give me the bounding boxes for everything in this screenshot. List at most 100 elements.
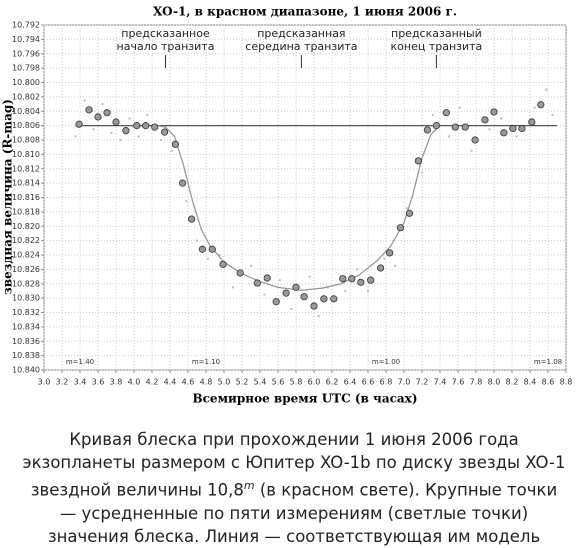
raw-point [458,106,461,109]
x-tick-label: 4.0 [128,378,141,387]
caption-text: Кривая блеска при прохождении 1 июня 200… [22,430,566,500]
x-tick-label: 3.6 [92,378,105,387]
averaged-point [179,179,187,187]
averaged-point [142,122,150,130]
y-tick-label: 10.834 [12,322,40,331]
y-tick-label: 10.836 [12,337,40,346]
averaged-point [272,298,280,306]
raw-point [308,275,311,278]
x-tick-label: 5.2 [236,378,249,387]
y-tick-label: 10.798 [12,64,40,73]
averaged-point [122,127,130,135]
averaged-point [414,157,422,165]
x-tick-label: 7.2 [416,378,429,387]
averaged-point [208,245,216,253]
caption-sup: m [243,479,255,492]
x-tick-label: 6.2 [326,378,339,387]
raw-point [119,139,122,141]
x-tick-label: 8.8 [560,378,573,387]
y-tick-label: 10.808 [12,136,40,145]
x-tick-label: 3.2 [56,378,69,387]
raw-point [92,128,95,131]
chart: XO-1, в красном диапазоне, 1 июня 2006 г… [1,5,573,406]
averaged-point [471,136,479,144]
y-tick-label: 10.830 [12,294,40,303]
x-tick-label: 8.6 [542,378,555,387]
raw-point [344,289,347,292]
x-tick-label: 3.4 [74,378,87,387]
averaged-point [432,122,440,130]
raw-point [431,113,434,116]
raw-point [101,103,104,106]
y-tick-label: 10.826 [12,265,40,274]
airmass-label: m=1.40 [66,358,94,366]
raw-point [545,88,548,91]
raw-point [367,289,369,292]
averaged-point [509,124,517,133]
x-tick-label: 4.6 [182,378,195,387]
annotation: начало транзита [117,40,215,53]
raw-point [185,200,188,203]
averaged-point [103,109,111,117]
raw-point [383,257,386,260]
raw-point [470,149,473,152]
averaged-point [253,279,261,287]
averaged-point [198,245,206,253]
x-tick-label: 5.8 [290,378,303,387]
raw-point [421,171,423,174]
raw-point [196,239,198,242]
caption-text: (в красном свете). Крупные точки — усред… [47,480,558,546]
y-axis-label: звездная величина (R-mag) [1,99,15,295]
averaged-point [75,120,83,128]
y-tick-label: 10.832 [12,308,40,317]
averaged-point [151,123,159,131]
y-tick-label: 10.840 [12,366,40,375]
annotation: предсказанное [121,27,210,40]
y-tick-label: 10.800 [12,78,40,87]
averaged-point [423,126,431,134]
raw-point [405,207,408,210]
averaged-point [219,260,227,268]
x-tick-label: 8.0 [488,378,501,387]
y-tick-label: 10.802 [12,92,40,101]
averaged-point [461,123,469,131]
averaged-point [263,274,271,282]
x-tick-label: 4.8 [200,378,213,387]
y-tick-label: 10.816 [12,193,40,202]
caption: Кривая блеска при прохождении 1 июня 200… [20,428,568,548]
averaged-point [171,140,179,148]
averaged-point [330,295,338,303]
averaged-point [376,264,385,272]
y-tick-label: 10.824 [12,251,40,260]
averaged-point [236,269,244,277]
y-tick-label: 10.822 [12,236,40,245]
annotation: предсказанная [257,27,345,40]
averaged-point [518,124,526,133]
averaged-point [85,106,93,114]
raw-point [263,293,266,296]
averaged-point [451,123,459,131]
x-axis-label: Всемирное время UTC (в часах) [192,392,417,406]
x-tick-label: 5.6 [272,378,285,387]
raw-point [170,149,173,152]
averaged-point [133,122,141,130]
raw-point [448,135,450,138]
model-line [156,124,441,291]
x-tick-label: 8.2 [506,378,519,387]
averaged-point [310,302,318,310]
y-tick-label: 10.796 [12,49,40,58]
y-tick-label: 10.810 [12,150,40,159]
raw-point [551,113,554,116]
airmass-label: m=1.00 [372,358,400,366]
y-tick-label: 10.828 [12,279,40,288]
raw-point [74,135,77,138]
averaged-point [490,108,498,116]
averaged-point [396,224,404,232]
raw-point [515,135,518,138]
raw-point [356,268,359,271]
y-tick-label: 10.806 [12,121,40,130]
raw-point [160,139,162,141]
y-tick-label: 10.838 [12,351,40,360]
x-tick-label: 6.4 [344,378,357,387]
